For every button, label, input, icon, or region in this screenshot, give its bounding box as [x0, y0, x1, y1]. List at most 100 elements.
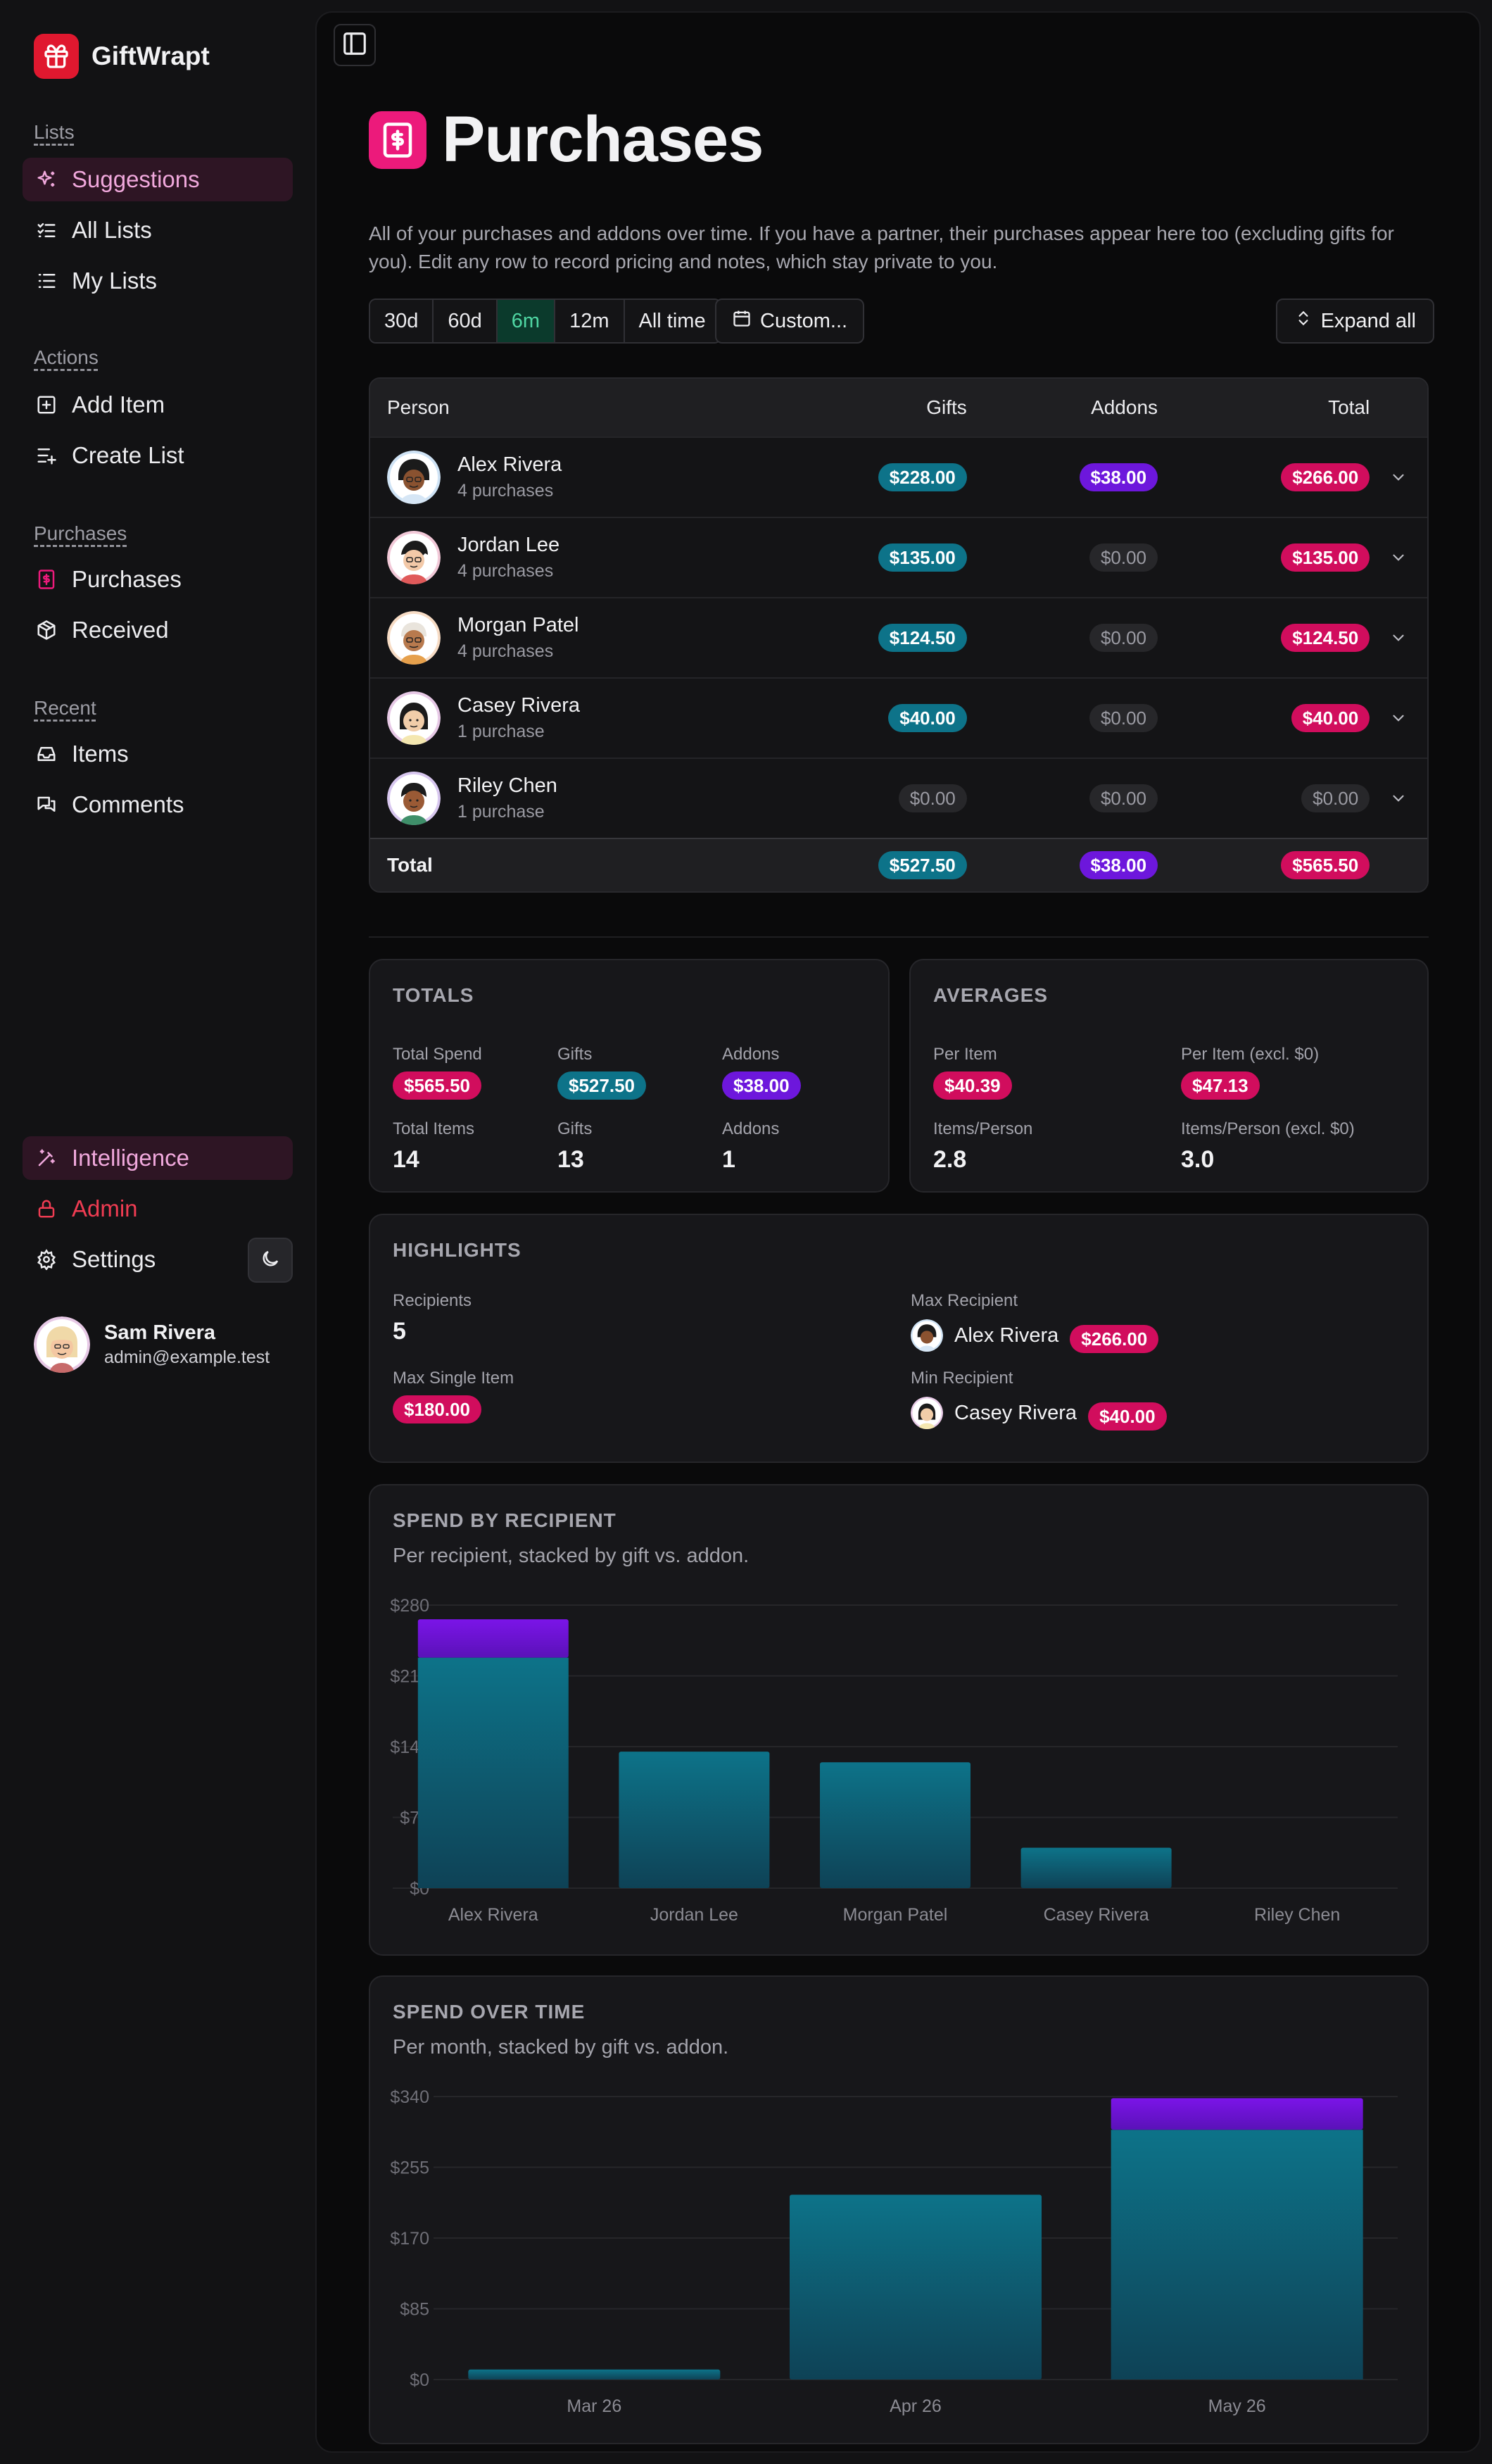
gift-bar [820, 1762, 971, 1888]
stat-label: Addons [722, 1119, 780, 1138]
person-name: Alex Rivera [457, 453, 562, 476]
checklist-icon [35, 219, 58, 241]
sidebar-item-comments[interactable]: Comments [23, 783, 293, 826]
sidebar-item-label: Purchases [72, 566, 182, 592]
stat-value: $38.00 [722, 1071, 801, 1100]
person-name: Riley Chen [457, 774, 557, 797]
person-name: Casey Rivera [457, 694, 581, 717]
sidebar-item-create-list[interactable]: Create List [23, 434, 293, 477]
chevron-down-icon[interactable] [1370, 709, 1427, 727]
sidebar-item-label: Items [72, 741, 129, 767]
table-row[interactable]: Jordan Lee 4 purchases $135.00 $0.00 $13… [370, 517, 1427, 597]
range-60d-button[interactable]: 60d [434, 300, 498, 342]
header-person: Person [387, 396, 450, 418]
table-row[interactable]: Alex Rivera 4 purchases $228.00 $38.00 $… [370, 436, 1427, 517]
theme-toggle-button[interactable] [248, 1238, 293, 1283]
sidebar-item-all-lists[interactable]: All Lists [23, 208, 293, 252]
stat-label: Min Recipient [911, 1369, 1013, 1388]
sparkles-icon [35, 168, 58, 191]
chart-title: SPEND BY RECIPIENT [393, 1509, 617, 1531]
sidebar-item-received[interactable]: Received [23, 608, 293, 652]
gifts-amount: $228.00 [878, 463, 967, 491]
x-tick-label: Alex Rivera [448, 1905, 538, 1925]
sidebar-item-label: Admin [72, 1195, 138, 1221]
section-label-lists: Lists [34, 121, 75, 143]
stat-value: 14 [393, 1146, 419, 1173]
brand[interactable]: GiftWrapt [34, 34, 210, 79]
chart-subtitle: Per month, stacked by gift vs. addon. [393, 2036, 729, 2058]
range-6m-button[interactable]: 6m [497, 300, 556, 342]
stat-total-items: Total Items 14 [393, 1119, 474, 1174]
sidebar-item-purchases[interactable]: Purchases [23, 558, 293, 601]
main-panel: Purchases All of your purchases and addo… [315, 11, 1481, 2453]
highlights-card: HIGHLIGHTS Recipients 5 Max Recipient Al… [369, 1214, 1429, 1463]
chevron-down-icon[interactable] [1370, 789, 1427, 807]
x-tick-label: Casey Rivera [1044, 1905, 1149, 1925]
card-title: TOTALS [393, 984, 474, 1006]
range-12m-button[interactable]: 12m [555, 300, 625, 342]
package-icon [35, 619, 58, 641]
purchase-count: 1 purchase [457, 802, 545, 822]
spend-over-time-card: SPEND OVER TIME Per month, stacked by gi… [369, 1975, 1429, 2444]
stat-value: 1 [722, 1146, 735, 1173]
stat-label: Per Item (excl. $0) [1181, 1045, 1320, 1064]
total-addons: $38.00 [1079, 851, 1158, 879]
user-profile[interactable]: Sam Rivera admin@example.test [34, 1316, 270, 1373]
app-name: GiftWrapt [91, 42, 210, 70]
sidebar-item-suggestions[interactable]: Suggestions [23, 158, 293, 201]
y-tick-label: $340 [390, 2087, 429, 2107]
chevron-down-icon[interactable] [1370, 468, 1427, 486]
table-row[interactable]: Morgan Patel 4 purchases $124.50 $0.00 $… [370, 597, 1427, 677]
wand-icon [35, 1147, 58, 1169]
sidebar-item-add-item[interactable]: Add Item [23, 383, 293, 427]
stat-value: $527.50 [557, 1071, 646, 1100]
stat-label: Gifts [557, 1045, 593, 1064]
custom-range-button[interactable]: Custom... [715, 298, 865, 344]
total-amount: $0.00 [1301, 784, 1370, 812]
stat-items-person: Items/Person 2.8 [933, 1119, 1032, 1174]
addons-amount: $38.00 [1079, 463, 1158, 491]
stat-gifts: Gifts $527.50 [557, 1045, 646, 1100]
x-tick-label: May 26 [1208, 2396, 1266, 2416]
stat-value: 3.0 [1181, 1146, 1215, 1173]
sidebar-item-recent-items[interactable]: Items [23, 732, 293, 776]
purchase-count: 4 purchases [457, 481, 554, 501]
table-row[interactable]: Riley Chen 1 purchase $0.00 $0.00 $0.00 [370, 758, 1427, 838]
chevron-down-icon[interactable] [1370, 629, 1427, 647]
y-tick-label: $280 [390, 1596, 429, 1616]
person-name: Morgan Patel [457, 614, 579, 636]
avatar [387, 611, 441, 665]
table-header: Person Gifts Addons Total [370, 379, 1427, 436]
y-tick-label: $0 [410, 2370, 429, 2390]
gift-bar [1111, 2130, 1363, 2380]
stat-label: Items/Person (excl. $0) [1181, 1119, 1355, 1138]
card-title: AVERAGES [933, 984, 1049, 1006]
sidebar-item-admin[interactable]: Admin [23, 1187, 293, 1231]
header-total: Total [1328, 396, 1370, 418]
x-tick-label: Mar 26 [567, 2396, 621, 2416]
stat-label: Total Items [393, 1119, 475, 1138]
sidebar-item-settings[interactable]: Settings [23, 1238, 234, 1281]
stat-items-person-excl: Items/Person (excl. $0) 3.0 [1181, 1119, 1355, 1174]
avatar [911, 1397, 943, 1429]
sidebar-item-intelligence[interactable]: Intelligence [23, 1136, 293, 1180]
total-amount: $124.50 [1281, 624, 1370, 652]
page-title: Purchases [442, 103, 764, 175]
sidebar-item-my-lists[interactable]: My Lists [23, 259, 293, 303]
chevron-down-icon[interactable] [1370, 548, 1427, 567]
gift-bar [417, 1657, 569, 1888]
gift-bar [1020, 1847, 1172, 1888]
section-label-purchases: Purchases [34, 522, 127, 544]
sidebar-toggle-button[interactable] [334, 24, 376, 66]
sidebar-item-label: Suggestions [72, 166, 200, 192]
range-30d-button[interactable]: 30d [370, 300, 434, 342]
total-label: Total [387, 854, 433, 876]
addon-bar [417, 1619, 569, 1658]
expand-all-button[interactable]: Expand all [1275, 298, 1434, 344]
range-all-time-button[interactable]: All time [624, 300, 720, 342]
section-label-actions: Actions [34, 346, 99, 368]
user-email: admin@example.test [104, 1347, 270, 1367]
table-row[interactable]: Casey Rivera 1 purchase $40.00 $0.00 $40… [370, 677, 1427, 758]
stat-value: $47.13 [1181, 1071, 1260, 1100]
stat-label: Items/Person [933, 1119, 1033, 1138]
